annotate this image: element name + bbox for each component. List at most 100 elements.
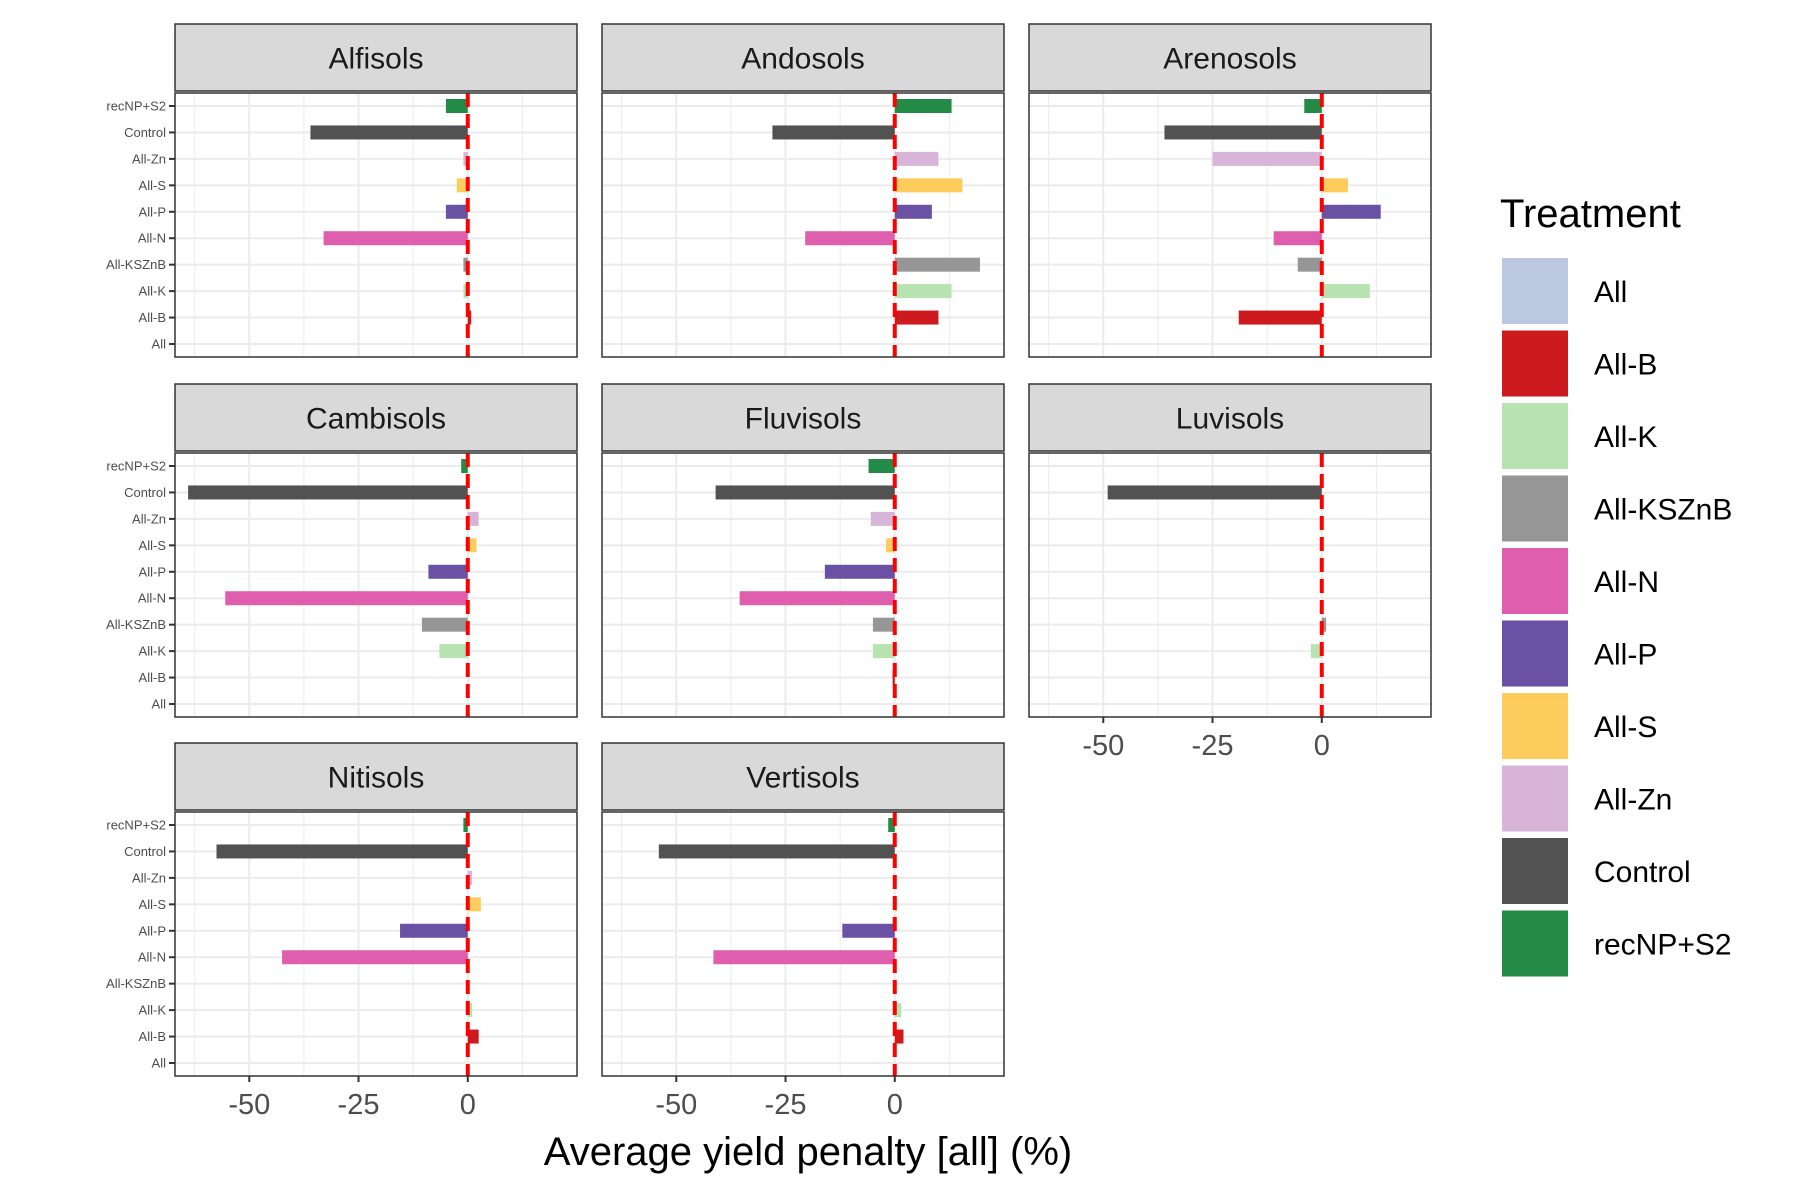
y-tick-label: All-P xyxy=(139,564,166,579)
panel-border xyxy=(174,92,578,358)
bar-all-b xyxy=(1238,310,1322,325)
y-tick-label: All-S xyxy=(139,178,167,193)
bar-all-n xyxy=(713,950,895,965)
legend-label: All-KSZnB xyxy=(1594,494,1732,527)
bar-all-s xyxy=(894,178,963,193)
y-tick-label: Control xyxy=(124,485,166,500)
panel-border xyxy=(601,452,1005,718)
y-tick-label: Control xyxy=(124,844,166,859)
bar-recnp-s2 xyxy=(463,818,468,832)
bar-all-n xyxy=(225,591,468,606)
bar-control xyxy=(1164,125,1322,140)
x-tick-label: 0 xyxy=(460,1089,476,1121)
facet-nitisols: Nitisols All All-B All-K All-KSZnB All-N All-P… xyxy=(106,742,578,1121)
bar-recnp-s2 xyxy=(868,459,895,473)
legend-label: All-K xyxy=(1594,421,1657,454)
bar-all-ksznb xyxy=(463,257,468,272)
bar-recnp-s2 xyxy=(894,99,952,113)
y-tick-label: All-S xyxy=(139,538,167,553)
x-tick-label: -50 xyxy=(655,1089,697,1121)
facet-strip-label: Cambisols xyxy=(306,403,446,436)
y-tick-label: All-K xyxy=(139,1003,167,1018)
panel-border xyxy=(1028,92,1432,358)
facet-strip xyxy=(601,742,1005,811)
bar-all-p xyxy=(894,204,932,219)
legend: Treatment All All-B All-K All-KSZnB All-N All… xyxy=(1500,192,1732,977)
bar-all-p xyxy=(428,564,468,579)
facet-cambisols: Cambisols All All-B All-K All-KSZnB All-N All-… xyxy=(106,383,578,718)
x-tick-label: -50 xyxy=(228,1089,270,1121)
bar-recnp-s2 xyxy=(1304,99,1322,113)
facet-alfisols: Alfisols All All-B All-K All-KSZnB All-N All-P… xyxy=(106,23,578,358)
y-tick-label: All-Zn xyxy=(132,870,166,885)
legend-entry-all-ksznb: All-KSZnB xyxy=(1502,475,1732,542)
bar-all-p xyxy=(445,204,468,219)
bar-all-k xyxy=(1310,644,1322,659)
bar-all-b xyxy=(467,1029,479,1044)
legend-key xyxy=(1502,548,1568,614)
facet-strip xyxy=(601,23,1005,92)
facet-strip-label: Luvisols xyxy=(1176,403,1284,436)
legend-entry-recnp-s2: recNP+S2 xyxy=(1502,910,1732,977)
bar-all-zn xyxy=(870,511,895,526)
y-tick-label: All-K xyxy=(139,284,167,299)
facet-strip xyxy=(601,383,1005,452)
x-tick-label: 0 xyxy=(887,1089,903,1121)
bar-all-s xyxy=(886,538,895,553)
bar-all-k xyxy=(463,284,468,299)
facet-strip-label: Nitisols xyxy=(328,762,425,795)
facet-strip xyxy=(174,742,578,811)
facet-strip-label: Arenosols xyxy=(1163,43,1296,76)
legend-label: All-S xyxy=(1594,711,1657,744)
bar-all-s xyxy=(1321,178,1348,193)
legend-label: All xyxy=(1594,276,1627,309)
legend-entry-control: Control xyxy=(1502,838,1691,904)
legend-label: recNP+S2 xyxy=(1594,929,1732,962)
legend-key xyxy=(1502,620,1568,687)
legend-label: All-N xyxy=(1594,566,1659,599)
bar-all-zn xyxy=(463,151,468,166)
bar-all-b xyxy=(894,1029,904,1044)
y-tick-label: All xyxy=(152,1056,167,1071)
legend-label: All-Zn xyxy=(1594,784,1672,817)
bar-all-ksznb xyxy=(894,257,980,272)
y-tick-label: Control xyxy=(124,125,166,140)
bar-control xyxy=(188,485,468,500)
legend-entry-all-zn: All-Zn xyxy=(1502,765,1672,832)
y-tick-label: recNP+S2 xyxy=(106,818,166,833)
bar-recnp-s2 xyxy=(461,459,468,473)
bar-all-b xyxy=(467,310,472,325)
y-tick-label: All-P xyxy=(139,204,166,219)
legend-entry-all-b: All-B xyxy=(1502,330,1657,397)
legend-label: Control xyxy=(1594,856,1691,889)
facet-strip xyxy=(174,23,578,92)
facet-arenosols: Arenosols xyxy=(1028,23,1432,358)
bar-all-n xyxy=(282,950,468,965)
facet-strip-label: Vertisols xyxy=(746,762,859,795)
y-tick-label: All-Zn xyxy=(132,151,166,166)
bar-all-k xyxy=(894,1003,902,1018)
y-tick-label: All-KSZnB xyxy=(106,257,166,272)
panel-border xyxy=(601,811,1005,1077)
bar-all-zn xyxy=(894,151,939,166)
facet-strip-label: Fluvisols xyxy=(745,403,862,436)
legend-key xyxy=(1502,693,1568,759)
y-tick-label: All-Zn xyxy=(132,511,166,526)
legend-key xyxy=(1502,403,1568,469)
legend-entry-all-n: All-N xyxy=(1502,548,1659,614)
legend-entry-all-k: All-K xyxy=(1502,403,1657,469)
y-tick-label: All-S xyxy=(139,897,167,912)
legend-title: Treatment xyxy=(1500,192,1681,236)
bar-all-s xyxy=(467,897,481,912)
bar-all-p xyxy=(400,923,468,938)
y-tick-label: All-N xyxy=(138,231,166,246)
y-tick-label: recNP+S2 xyxy=(106,99,166,114)
facet-strip xyxy=(1028,23,1432,92)
legend-entry-all: All xyxy=(1502,258,1627,324)
facet-fluvisols: Fluvisols xyxy=(601,383,1005,718)
x-tick-label: -25 xyxy=(765,1089,807,1121)
y-tick-label: All-N xyxy=(138,950,166,965)
panel-border xyxy=(1028,452,1432,718)
y-tick-label: All xyxy=(152,337,167,352)
